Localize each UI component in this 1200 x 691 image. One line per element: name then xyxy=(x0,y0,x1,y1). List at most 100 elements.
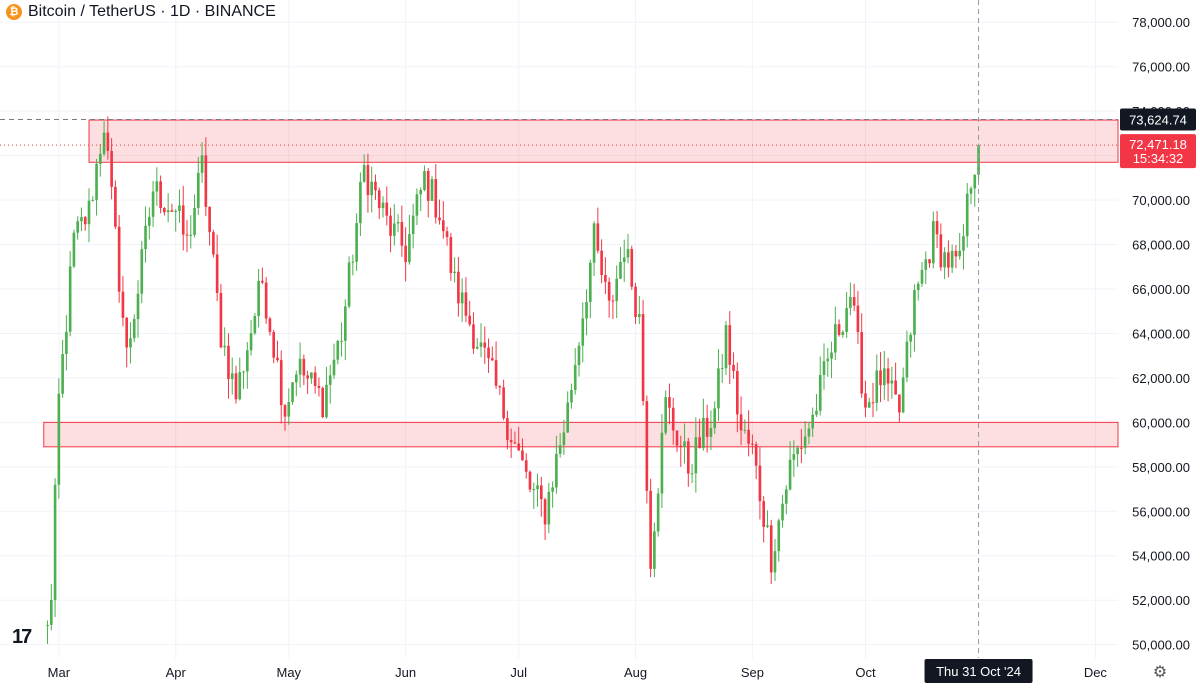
candle xyxy=(464,277,468,323)
candle xyxy=(671,397,675,445)
candle-body xyxy=(596,223,600,251)
candle xyxy=(656,488,660,537)
candle-body xyxy=(788,459,792,490)
y-tick-label: 76,000.00 xyxy=(1132,60,1190,75)
candle-body xyxy=(841,331,845,335)
candle-body xyxy=(80,217,83,222)
candle-body xyxy=(294,374,298,383)
settings-icon[interactable]: ⚙ xyxy=(1152,664,1168,681)
candle xyxy=(769,519,773,585)
candle xyxy=(411,203,415,249)
candle xyxy=(849,282,852,316)
candle-body xyxy=(811,414,815,429)
candle-body xyxy=(600,250,603,276)
candle xyxy=(445,226,449,246)
candle-body xyxy=(189,234,193,236)
candle xyxy=(95,158,98,216)
candle-body xyxy=(626,249,630,258)
candle xyxy=(833,306,837,360)
candle-body xyxy=(317,385,321,388)
candle-body xyxy=(163,208,166,213)
candle xyxy=(106,116,110,160)
candle-body xyxy=(472,324,475,349)
candle-body xyxy=(204,155,208,207)
candle-body xyxy=(377,190,381,209)
candle xyxy=(245,342,249,389)
candle-body xyxy=(909,334,913,342)
candle xyxy=(717,349,720,422)
candle xyxy=(931,211,935,269)
candle xyxy=(377,187,381,219)
candle xyxy=(238,357,242,401)
candle xyxy=(762,496,766,543)
candle-body xyxy=(253,316,257,334)
crosshair-date-label: Thu 31 Oct '24 xyxy=(936,664,1021,679)
candle xyxy=(306,370,309,394)
candle xyxy=(604,257,607,295)
candle-body xyxy=(140,249,144,294)
candle xyxy=(536,473,539,507)
candle xyxy=(732,352,735,379)
candle xyxy=(189,215,193,249)
candle xyxy=(611,294,615,320)
candle-body xyxy=(969,188,973,194)
x-tick-label: Sep xyxy=(741,665,764,680)
candle xyxy=(494,341,498,389)
candle-body xyxy=(355,223,358,262)
candle xyxy=(747,410,750,457)
candle-body xyxy=(743,429,747,431)
candle-body xyxy=(931,221,935,264)
candle xyxy=(151,180,155,227)
candle-body xyxy=(668,397,671,408)
candle-body xyxy=(577,345,581,366)
candle xyxy=(766,510,769,529)
candle xyxy=(355,213,358,271)
candle-body xyxy=(766,525,769,527)
candle xyxy=(359,172,362,237)
candle-body xyxy=(53,484,57,600)
candle-body xyxy=(83,217,87,225)
candle xyxy=(634,282,637,325)
candle-body xyxy=(219,292,223,348)
candle xyxy=(208,206,211,246)
candle-body xyxy=(965,193,969,237)
candle-body xyxy=(660,432,664,494)
candle xyxy=(901,367,905,414)
candle xyxy=(524,453,528,479)
candle-body xyxy=(151,191,155,217)
candle xyxy=(366,153,370,213)
candle-body xyxy=(502,387,505,419)
candle-body xyxy=(562,432,566,446)
candle xyxy=(129,322,132,364)
candle xyxy=(400,205,404,257)
candle-body xyxy=(879,370,882,386)
candle-body xyxy=(962,236,965,251)
candle-body xyxy=(215,254,219,293)
candle xyxy=(80,207,83,232)
candle-body xyxy=(408,234,411,263)
candle xyxy=(739,396,743,446)
candle-body xyxy=(871,402,875,404)
candle-body xyxy=(683,441,686,448)
x-tick-label: Dec xyxy=(1084,665,1108,680)
candle-layer xyxy=(46,116,980,644)
candle xyxy=(457,256,460,317)
support-zone xyxy=(43,421,1119,448)
tradingview-logo-icon[interactable]: 17 xyxy=(12,626,32,648)
candle xyxy=(310,372,313,384)
candle xyxy=(272,329,276,364)
x-tick-label: Mar xyxy=(48,665,71,680)
resistance-zone xyxy=(88,119,1119,163)
candle-body xyxy=(234,373,238,400)
candle xyxy=(46,620,49,644)
candle xyxy=(166,193,170,223)
chart-title[interactable]: ₿ Bitcoin / TetherUS · 1D · BINANCE xyxy=(6,3,276,21)
candle xyxy=(385,186,389,226)
candle-body xyxy=(91,199,95,201)
candle xyxy=(332,343,336,380)
candle xyxy=(683,423,686,464)
candle-body xyxy=(178,205,181,212)
candle-body xyxy=(822,361,826,375)
